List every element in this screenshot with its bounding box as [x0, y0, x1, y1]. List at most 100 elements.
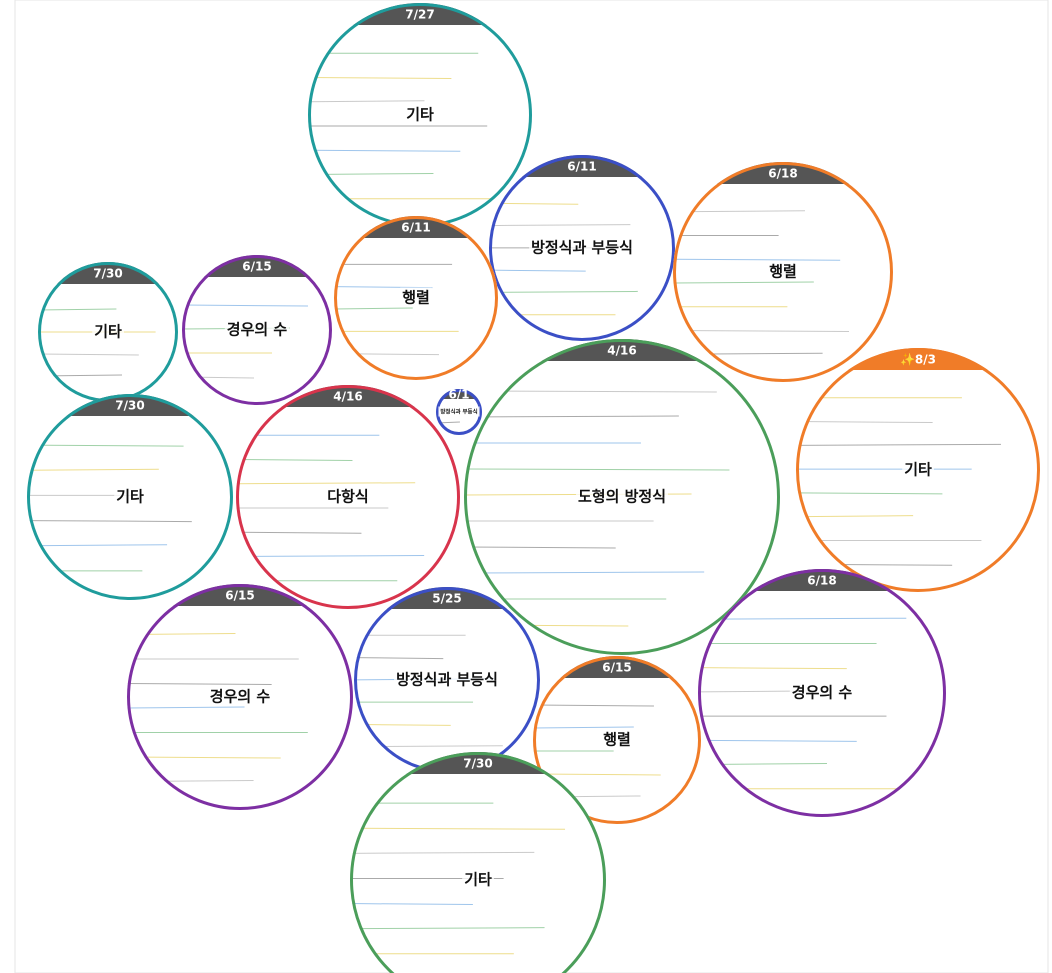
date-label: 5/25: [432, 592, 461, 606]
bubble[interactable]: 6/15 경우의 수: [127, 584, 353, 810]
note-line: [350, 827, 566, 830]
bubble[interactable]: 6/11 방정식과 부등식: [489, 155, 675, 341]
topic-label: 경우의 수: [227, 321, 288, 339]
note-line: [127, 706, 245, 709]
topic-label: 행렬: [402, 289, 430, 307]
note-line: [354, 723, 451, 726]
note-line: [698, 617, 907, 620]
topic-label: 행렬: [769, 263, 797, 281]
date-label: 7/30: [115, 399, 144, 413]
note-line: [27, 520, 192, 523]
bubble[interactable]: 7/30 기타: [38, 262, 178, 402]
topic-bg: [114, 486, 146, 507]
note-line: [127, 683, 272, 685]
bubble[interactable]: 7/27 기타: [308, 3, 532, 227]
note-line: [182, 304, 309, 307]
note-line: [236, 555, 425, 557]
note-line: [38, 353, 139, 356]
topic-bg: [601, 729, 633, 750]
note-line: [236, 459, 353, 461]
date-label: 6/15: [225, 589, 254, 603]
note-line: [533, 704, 654, 707]
note-line: [698, 739, 857, 742]
bubble-border: [464, 339, 780, 655]
topic-bg: [224, 319, 290, 340]
note-line: [673, 281, 814, 284]
topic-label: 도형의 방정식: [578, 488, 666, 506]
date-label: 7/30: [93, 267, 122, 281]
topic-label: 기타: [904, 461, 932, 479]
note-line: [354, 657, 444, 660]
topic-bg: [462, 869, 494, 890]
bubble-border: [182, 255, 332, 405]
note-line: [673, 330, 850, 332]
bubble-border: [489, 155, 675, 341]
date-label: 6/11: [567, 160, 596, 174]
bubble[interactable]: 6/1 방정식과 부등식: [436, 388, 482, 436]
note-line: [489, 269, 586, 272]
topic-label: 기타: [116, 488, 144, 506]
note-line: [489, 224, 631, 227]
bubble-border: [796, 348, 1040, 592]
bubble[interactable]: 7/30 기타: [27, 394, 233, 600]
bubble[interactable]: 6/15 경우의 수: [182, 255, 332, 405]
note-line: [38, 308, 117, 311]
topic-bg: [325, 486, 371, 507]
bubble-bg: [350, 752, 606, 973]
date-label: 7/30: [463, 757, 492, 771]
bubble[interactable]: 6/11 행렬: [334, 216, 498, 380]
date-label: 6/15: [602, 661, 631, 675]
topic-bg: [438, 406, 480, 417]
topic-bg: [902, 459, 934, 480]
topic-label: 방정식과 부등식: [440, 408, 477, 416]
bubble-border: [334, 216, 498, 380]
note-line: [350, 927, 545, 930]
bubble[interactable]: 5/25 방정식과 부등식: [354, 587, 540, 773]
topic-bg: [404, 104, 436, 125]
bubble-border: [436, 389, 482, 435]
topic-bg: [767, 261, 799, 282]
bubble-border: [27, 394, 233, 600]
note-line: [27, 444, 184, 447]
note-line: [796, 515, 914, 518]
note-line: [308, 77, 452, 79]
bubble[interactable]: ✨8/3 기타: [796, 348, 1040, 592]
topic-label: 다항식: [327, 488, 368, 506]
topic-bg: [575, 486, 669, 507]
note-line: [673, 258, 841, 261]
date-label: 6/18: [807, 574, 836, 588]
date-label: 6/1: [448, 388, 469, 402]
bubble-border: [698, 569, 946, 817]
date-label: 6/11: [401, 221, 430, 235]
note-line: [464, 468, 730, 471]
note-line: [533, 726, 634, 729]
topic-label: 기타: [464, 871, 492, 889]
bubble-border: [127, 584, 353, 810]
bubble[interactable]: 6/18 행렬: [673, 162, 893, 382]
date-label: 4/16: [607, 344, 636, 358]
note-line: [308, 149, 461, 152]
note-line: [796, 443, 1001, 446]
note-line: [464, 415, 679, 418]
bubble-border: [236, 385, 460, 609]
topic-bg: [529, 237, 635, 258]
bubble-border: [533, 656, 701, 824]
date-header: [436, 389, 482, 399]
note-line: [464, 571, 705, 574]
note-line: [127, 756, 281, 759]
bubble[interactable]: 4/16 다항식: [236, 385, 460, 609]
topic-label: 기타: [406, 106, 434, 124]
date-label: 6/15: [242, 260, 271, 274]
topic-label: 방정식과 부등식: [396, 671, 498, 689]
note-line: [350, 903, 473, 906]
note-line: [27, 544, 168, 547]
bubble[interactable]: 6/18 경우의 수: [698, 569, 946, 817]
date-label: ✨8/3: [900, 353, 936, 367]
date-label: 4/16: [333, 390, 362, 404]
topic-label: 행렬: [603, 731, 631, 749]
note-line: [464, 546, 616, 549]
note-line: [308, 173, 434, 175]
note-line: [27, 468, 159, 471]
date-label: 7/27: [405, 8, 434, 22]
